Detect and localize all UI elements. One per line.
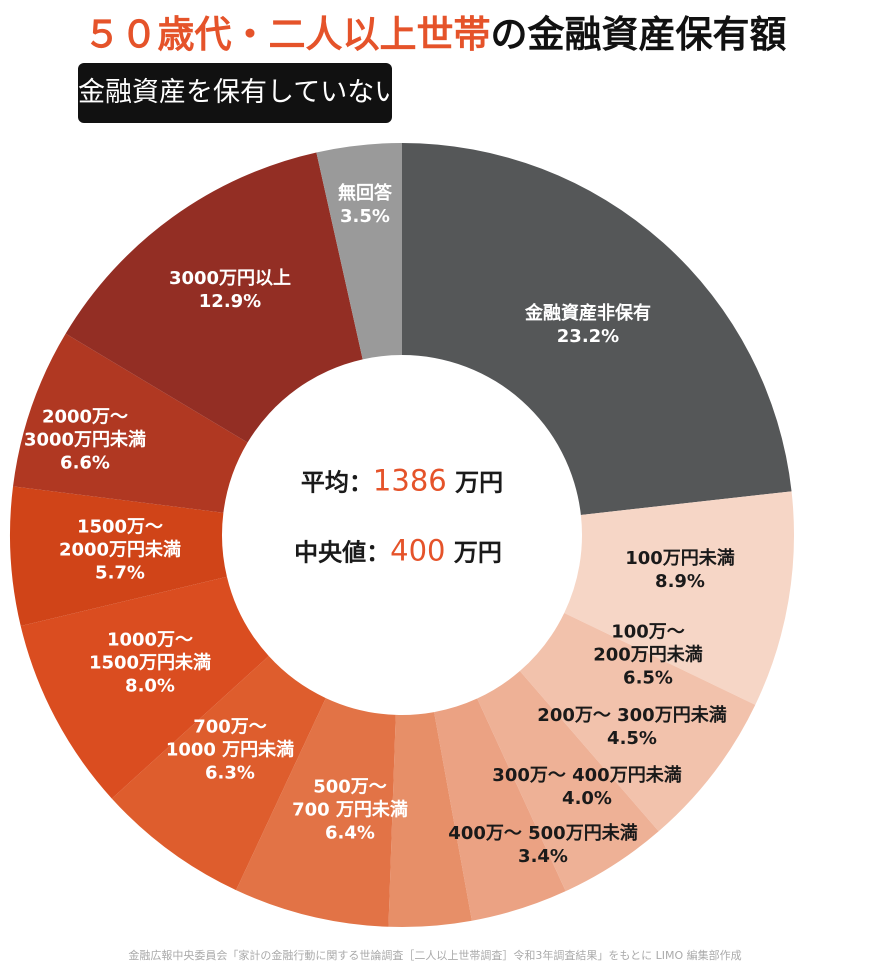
slice-label: 3000万円以上 12.9% bbox=[169, 267, 291, 313]
slice-label-percent: 4.5% bbox=[607, 728, 657, 749]
donut-slice bbox=[13, 333, 248, 513]
donut-slice bbox=[477, 671, 659, 892]
source-note: 金融広報中央委員会「家計の金融行動に関する世論調査［二人以上世帯調査］令和3年調… bbox=[128, 949, 742, 962]
slice-label-percent: 6.3% bbox=[205, 762, 255, 784]
slice-label-name: 700万～ bbox=[193, 716, 267, 738]
slice-label: 500万～ 700 万円未満 6.4% bbox=[292, 776, 408, 845]
donut-slice bbox=[434, 698, 566, 921]
chart-title: ５０歳代・二人以上世帯の金融資産保有額 bbox=[0, 4, 870, 58]
slice-label-name: 400万～ 500万円未満 bbox=[448, 823, 638, 844]
slice-label-percent: 6.4% bbox=[325, 822, 375, 844]
mean-unit: 万円 bbox=[446, 468, 504, 497]
slice-label-name: 3000万円以上 bbox=[168, 268, 292, 289]
donut-slice bbox=[316, 143, 402, 360]
donut-slice bbox=[519, 612, 756, 832]
slice-label-name: 700 万円未満 bbox=[292, 799, 408, 821]
slice-label: 100万円未満 8.9% bbox=[625, 547, 735, 593]
slice-label-percent: 23.2% bbox=[556, 326, 620, 347]
slice-label-percent: 3.5% bbox=[340, 206, 390, 227]
slice-label-name: 200万～ 300万円未満 bbox=[537, 705, 727, 726]
slice-label-percent: 3.4% bbox=[518, 846, 568, 867]
slice-label-name: 金融資産非保有 bbox=[525, 303, 651, 324]
slice-label-name: 100万～ bbox=[611, 621, 685, 643]
slice-label-name: 無回答 bbox=[338, 183, 392, 204]
slice-label-name: 500万～ bbox=[313, 776, 387, 798]
slice-label: 700万～ 1000 万円未満 6.3% bbox=[166, 716, 294, 785]
slice-label: 200万～ 300万円未満 4.5% bbox=[537, 704, 726, 750]
slice-label: 400万～ 500万円未満 3.4% bbox=[448, 822, 637, 868]
slice-label: 300万～ 400万円未満 4.0% bbox=[492, 764, 681, 810]
slice-label-name: 1500万円未満 bbox=[88, 652, 212, 674]
slice-label: 無回答 3.5% bbox=[338, 182, 392, 228]
donut-slice bbox=[564, 491, 794, 705]
mean-label: 平均： bbox=[300, 468, 373, 497]
donut-slice bbox=[402, 143, 792, 515]
slice-label-name: 1500万～ bbox=[76, 516, 164, 538]
donut-slice bbox=[65, 152, 363, 443]
slice-label: 100万～ 200万円未満 6.5% bbox=[593, 621, 703, 690]
mean-value: 1386 bbox=[372, 463, 447, 498]
slice-label: 1500万～ 2000万円未満 5.7% bbox=[59, 516, 181, 585]
donut-slice bbox=[236, 698, 396, 927]
slice-label-name: 1000 万円未満 bbox=[165, 739, 295, 761]
slice-label-name: 3000万円未満 bbox=[23, 429, 147, 451]
slice-label-name: 2000万円未満 bbox=[58, 539, 182, 561]
slice-label-name: 200万円未満 bbox=[593, 644, 703, 666]
median-unit: 万円 bbox=[445, 538, 502, 567]
donut-slice bbox=[20, 576, 269, 799]
slice-label-percent: 8.0% bbox=[125, 675, 175, 697]
median-readout: 中央値：400 万円 bbox=[294, 533, 502, 568]
median-label: 中央値： bbox=[294, 538, 391, 567]
donut-slice bbox=[111, 656, 326, 891]
slice-label-percent: 6.5% bbox=[623, 667, 673, 689]
slice-label: 金融資産非保有 23.2% bbox=[525, 302, 651, 348]
slice-label-name: 300万～ 400万円未満 bbox=[492, 765, 682, 786]
slice-label-percent: 4.0% bbox=[562, 788, 612, 809]
slice-label: 2000万～ 3000万円未満 6.6% bbox=[24, 406, 146, 475]
donut-slice bbox=[388, 712, 472, 927]
slice-label-name: 1000万～ bbox=[106, 629, 194, 651]
title-rest: の金融資産保有額 bbox=[490, 13, 787, 56]
slice-label-percent: 12.9% bbox=[198, 291, 262, 312]
title-highlight: ５０歳代・二人以上世帯 bbox=[83, 13, 491, 56]
slice-label-percent: 8.9% bbox=[655, 571, 705, 592]
slice-label-percent: 6.6% bbox=[60, 452, 110, 474]
slice-label-name: 2000万～ bbox=[41, 406, 129, 428]
donut-slice bbox=[9, 486, 227, 627]
mean-readout: 平均：1386 万円 bbox=[301, 463, 503, 498]
slice-label-name: 100万円未満 bbox=[625, 548, 735, 569]
slice-label: 1000万～ 1500万円未満 8.0% bbox=[89, 629, 211, 698]
median-value: 400 bbox=[390, 533, 446, 568]
slice-label-percent: 5.7% bbox=[95, 562, 145, 584]
